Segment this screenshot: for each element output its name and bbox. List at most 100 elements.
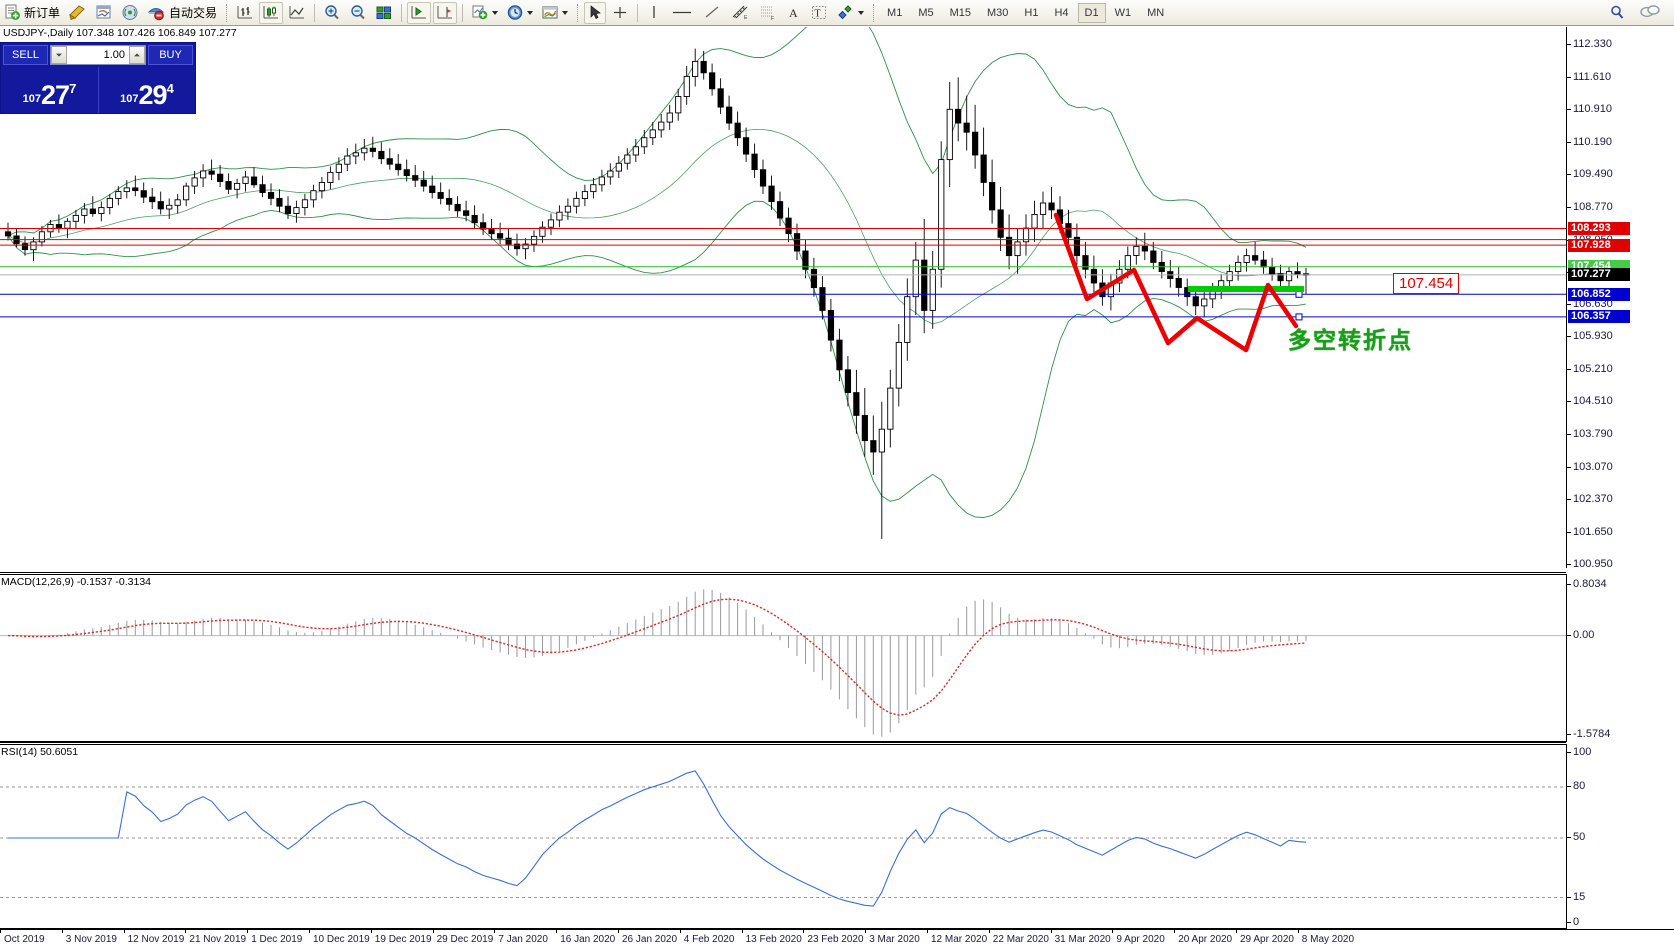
search-button[interactable] <box>1605 2 1629 24</box>
date-tick-label: 3 Nov 2019 <box>65 934 117 945</box>
terminal-window-icon <box>95 4 113 21</box>
text-label-button[interactable]: T <box>807 2 831 24</box>
price-tick-label: 110.910 <box>1573 102 1612 115</box>
horizontal-line-button[interactable] <box>667 2 697 24</box>
autotrading-button[interactable]: 自动交易 <box>144 2 220 24</box>
sell-price-display[interactable]: 107 27 7 <box>1 67 98 113</box>
timeframe-button-m30[interactable]: M30 <box>987 6 1009 19</box>
price-scale[interactable]: 112.330 111.610 110.910 110.190 109.490 108.7… <box>1566 27 1674 570</box>
tile-windows-button[interactable] <box>372 2 396 24</box>
chevron-down-icon[interactable] <box>492 10 499 15</box>
cursor-button[interactable] <box>584 1 607 24</box>
bar-chart-icon <box>236 4 254 21</box>
signals-button[interactable] <box>118 2 142 24</box>
price-tick: 109.490 <box>1567 168 1674 180</box>
new-order-button[interactable]: 新订单 <box>1 2 63 24</box>
line-chart-button[interactable] <box>285 2 309 24</box>
price-tick-label: 104.510 <box>1573 395 1613 408</box>
terminal-window-button[interactable] <box>92 2 116 24</box>
rsi-tick: 15 <box>1567 891 1674 903</box>
main-chart-pane[interactable]: 107.454 多空转折点 <box>0 27 1566 568</box>
equidistant-channel-button[interactable]: E <box>727 2 753 24</box>
timeframe-button-w1[interactable]: W1 <box>1114 6 1132 19</box>
price-level-label-resistance[interactable]: 108.293 <box>1568 221 1630 235</box>
toolbar-separator <box>577 3 579 22</box>
sell-price-fraction: 7 <box>69 81 77 96</box>
volume-increment-button[interactable] <box>129 46 145 64</box>
indicators-button[interactable] <box>468 2 501 24</box>
date-axis[interactable]: Oct 2019 3 Nov 2019 12 Nov 2019 21 Nov 2019… <box>0 929 1674 949</box>
svg-text:T: T <box>815 9 821 20</box>
chevron-down-icon[interactable] <box>527 10 534 15</box>
line-chart-icon <box>288 4 306 21</box>
tick-mark <box>1567 584 1571 585</box>
timeframe-button-d1[interactable]: D1 <box>1077 2 1106 23</box>
toolbar-group-chart-type <box>232 0 310 26</box>
auto-scroll-button[interactable] <box>407 1 432 24</box>
date-tick-mark <box>370 930 372 933</box>
macd-title: MACD(12,26,9) -0.1537 -0.3134 <box>1 576 151 588</box>
price-tick: 101.650 <box>1567 526 1674 538</box>
vertical-line-button[interactable] <box>643 2 665 24</box>
chevron-down-icon[interactable] <box>858 10 865 15</box>
sell-button[interactable]: SELL <box>3 45 48 65</box>
price-tick: 103.070 <box>1567 461 1674 473</box>
timeframe-button-h1[interactable]: H1 <box>1024 6 1039 19</box>
price-level-label-level[interactable]: 106.852 <box>1568 287 1630 301</box>
rsi-scale[interactable]: 100 80 50 15 0 <box>1566 744 1674 929</box>
rsi-tick-label: 100 <box>1573 746 1592 758</box>
price-level-label-last-price[interactable]: 107.277 <box>1568 268 1630 282</box>
trendline-button[interactable] <box>699 2 725 24</box>
timeframe-button-m5[interactable]: M5 <box>918 6 934 19</box>
timeframe-button-mn[interactable]: MN <box>1147 6 1165 19</box>
metaeditor-button[interactable] <box>65 2 90 24</box>
price-level-label-level[interactable]: 106.357 <box>1568 310 1630 324</box>
text-button[interactable]: A <box>783 2 805 24</box>
zoom-out-button[interactable] <box>346 2 370 24</box>
crosshair-button[interactable] <box>608 2 632 24</box>
vertical-line-icon <box>647 4 661 21</box>
buy-price-display[interactable]: 107 29 4 <box>98 67 195 113</box>
buy-button[interactable]: BUY <box>148 45 193 65</box>
macd-pane[interactable]: MACD(12,26,9) -0.1537 -0.3134 <box>0 572 1566 742</box>
volume-decrement-button[interactable] <box>51 46 67 64</box>
date-tick-mark <box>927 930 928 933</box>
date-tick-label: 20 Apr 2020 <box>1178 934 1233 945</box>
price-tick: 100.950 <box>1567 558 1674 570</box>
buy-price-fraction: 4 <box>166 81 174 96</box>
macd-scale[interactable]: 0.8034 0.00 -1.5784 <box>1566 574 1674 742</box>
rsi-tick: 50 <box>1567 831 1674 843</box>
zoom-in-button[interactable] <box>320 2 344 24</box>
rsi-canvas[interactable] <box>0 745 1566 928</box>
timeframe-button-m1[interactable]: M1 <box>887 6 903 19</box>
candlestick-chart-button[interactable] <box>259 1 284 24</box>
period-button[interactable] <box>503 2 536 24</box>
text-icon: A <box>786 4 802 21</box>
date-tick-label: 13 Feb 2020 <box>745 934 802 945</box>
chevron-down-icon[interactable] <box>562 10 569 15</box>
date-tick-mark <box>803 930 805 933</box>
shapes-button[interactable] <box>833 2 867 24</box>
one-click-trade-panel[interactable]: SELL 1.00 BUY 107 27 7 107 29 4 <box>0 42 196 114</box>
sell-price-pips: 27 <box>41 80 70 110</box>
macd-canvas[interactable] <box>0 575 1566 741</box>
fibonacci-retracement-button[interactable]: F <box>755 2 781 24</box>
date-tick-mark <box>0 930 1 933</box>
volume-value[interactable]: 1.00 <box>103 49 125 61</box>
date-tick-mark <box>123 930 125 933</box>
tick-mark <box>1567 786 1571 787</box>
timeframe-button-m15[interactable]: M15 <box>949 6 971 19</box>
tile-windows-icon <box>375 4 393 21</box>
price-level-label-resistance[interactable]: 107.928 <box>1568 238 1630 252</box>
symbol-info-line: USDJPY-,Daily 107.348 107.426 106.849 10… <box>3 27 237 39</box>
rsi-pane[interactable]: RSI(14) 50.6051 <box>0 742 1566 929</box>
chart-shift-button[interactable] <box>433 1 458 24</box>
main-chart-canvas[interactable] <box>0 27 1566 568</box>
chart-area[interactable]: 107.454 多空转折点 MACD(12,26,9) -0.1537 -0.3… <box>0 27 1674 949</box>
chat-button[interactable] <box>1636 2 1664 24</box>
bar-chart-button[interactable] <box>233 2 257 24</box>
timeframe-button-h4[interactable]: H4 <box>1054 6 1069 19</box>
volume-input[interactable]: 1.00 <box>50 45 146 65</box>
rsi-tick: 0 <box>1567 916 1674 928</box>
templates-button[interactable] <box>538 2 571 24</box>
